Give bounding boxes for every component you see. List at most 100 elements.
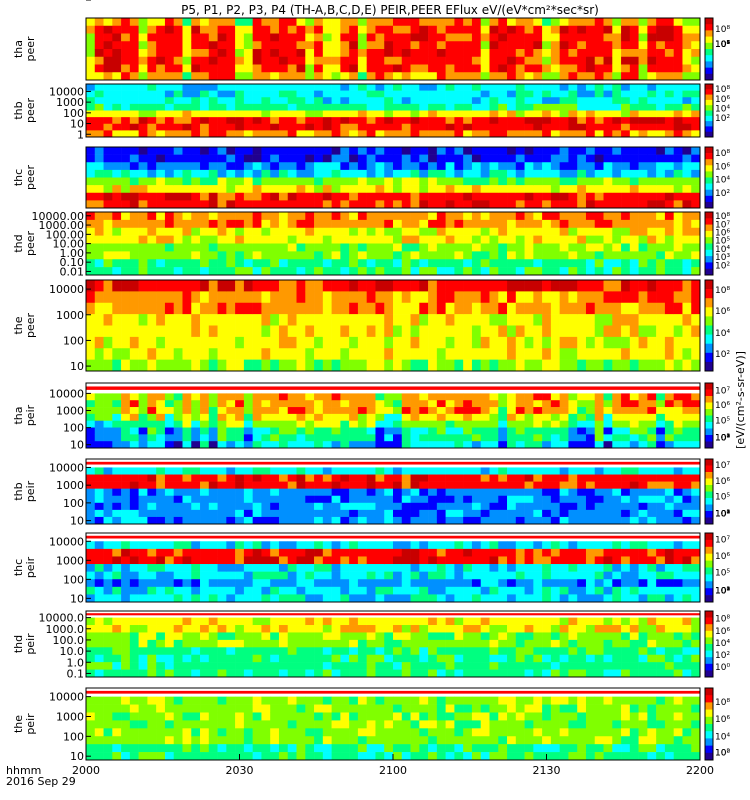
panel-frame bbox=[85, 279, 701, 372]
spectrogram-cell bbox=[436, 41, 446, 50]
spectrogram-cell bbox=[138, 662, 148, 670]
spectrogram-cell bbox=[243, 243, 253, 252]
colorbar-segment bbox=[705, 422, 713, 429]
spectrogram-cell bbox=[515, 502, 525, 511]
spectrogram-cell bbox=[515, 579, 525, 588]
spectrogram-cell bbox=[305, 509, 315, 518]
spectrogram-cell bbox=[296, 227, 306, 236]
spectrogram-cell bbox=[252, 400, 262, 408]
spectrogram-cell bbox=[498, 291, 508, 304]
spectrogram-cell bbox=[226, 84, 236, 91]
spectrogram-cell bbox=[375, 97, 385, 105]
spectrogram-cell bbox=[638, 33, 648, 42]
spectrogram-cell bbox=[314, 647, 324, 656]
spectrogram-cell bbox=[182, 169, 192, 178]
spectrogram-cell bbox=[673, 25, 683, 34]
spectrogram-cell bbox=[507, 117, 517, 125]
spectrogram-cell bbox=[629, 571, 639, 580]
spectrogram-cell bbox=[673, 509, 683, 518]
spectrogram-cell bbox=[691, 130, 701, 138]
spectrogram-cell bbox=[112, 25, 122, 34]
spectrogram-cell bbox=[621, 243, 631, 252]
spectrogram-cell bbox=[340, 586, 350, 595]
spectrogram-cell bbox=[278, 420, 289, 428]
spectrogram-cell bbox=[603, 586, 613, 595]
spectrogram-cell bbox=[103, 541, 113, 550]
spectrogram-cell bbox=[621, 441, 631, 449]
spectrogram-cell bbox=[357, 280, 367, 292]
spectrogram-cell bbox=[375, 291, 385, 304]
spectrogram-cell bbox=[270, 495, 280, 504]
spectrogram-cell bbox=[217, 556, 227, 565]
spectrogram-cell bbox=[357, 117, 367, 125]
spectrogram-cell bbox=[270, 123, 280, 131]
spectrogram-cell bbox=[498, 18, 508, 27]
spectrogram-cell bbox=[182, 481, 192, 489]
spectrogram-cell bbox=[86, 41, 96, 50]
spectrogram-cell bbox=[559, 336, 569, 349]
spectrogram-cell bbox=[682, 564, 692, 572]
spectrogram-cell bbox=[305, 400, 315, 408]
spectrogram-cell bbox=[603, 200, 613, 209]
panel-label: thb bbox=[12, 101, 25, 119]
spectrogram-cell bbox=[489, 564, 499, 572]
spectrogram-cell bbox=[182, 325, 192, 338]
spectrogram-cell bbox=[638, 302, 648, 315]
spectrogram-cell bbox=[305, 147, 315, 155]
spectrogram-cell bbox=[349, 177, 359, 186]
spectrogram-cell bbox=[515, 427, 525, 435]
spectrogram-cell bbox=[629, 72, 639, 81]
spectrogram-cell bbox=[182, 400, 192, 408]
spectrogram-cell bbox=[173, 162, 183, 171]
spectrogram-cell bbox=[129, 407, 139, 415]
spectrogram-cell bbox=[278, 267, 289, 276]
spectrogram-cell bbox=[384, 235, 394, 244]
spectrogram-cell bbox=[217, 97, 227, 105]
spectrogram-cell bbox=[103, 400, 113, 408]
spectrogram-cell bbox=[393, 556, 403, 565]
spectrogram-cell bbox=[121, 25, 131, 34]
spectrogram-cell bbox=[507, 162, 517, 171]
spectrogram-cell bbox=[340, 291, 350, 304]
spectrogram-cell bbox=[322, 64, 332, 73]
spectrogram-cell bbox=[164, 548, 175, 557]
y-tick-label: 10000.00 bbox=[32, 210, 85, 223]
spectrogram-cell bbox=[445, 219, 455, 229]
colorbar-segment bbox=[705, 415, 713, 423]
spectrogram-cell bbox=[147, 41, 157, 50]
spectrogram-cell bbox=[393, 400, 403, 408]
spectrogram-cell bbox=[550, 169, 560, 178]
spectrogram-cell bbox=[454, 90, 464, 98]
spectrogram-cell bbox=[147, 177, 157, 186]
spectrogram-cell bbox=[217, 33, 227, 42]
spectrogram-cell bbox=[296, 291, 306, 304]
spectrogram-cell bbox=[533, 594, 543, 603]
spectrogram-cell bbox=[436, 280, 446, 292]
spectrogram-cell bbox=[208, 212, 218, 221]
spectrogram-cell bbox=[673, 162, 683, 171]
spectrogram-cell bbox=[322, 267, 332, 276]
spectrogram-cell bbox=[296, 669, 306, 678]
spectrogram-cell bbox=[393, 200, 403, 209]
spectrogram-cell bbox=[419, 41, 429, 50]
spectrogram-cell bbox=[200, 130, 210, 138]
spectrogram-cell bbox=[121, 302, 131, 315]
y-tick-label: 10 bbox=[70, 592, 84, 605]
spectrogram-cell bbox=[656, 302, 666, 315]
spectrogram-cell bbox=[173, 117, 183, 125]
spectrogram-cell bbox=[287, 336, 297, 349]
spectrogram-cell bbox=[270, 169, 280, 178]
spectrogram-cell bbox=[550, 267, 560, 276]
spectrogram-cell bbox=[86, 25, 96, 34]
spectrogram-cell bbox=[129, 647, 139, 656]
spectrogram-cell bbox=[270, 617, 280, 626]
spectrogram-cell bbox=[226, 669, 236, 678]
spectrogram-cell bbox=[375, 548, 385, 557]
spectrogram-cell bbox=[498, 579, 508, 588]
spectrogram-cell bbox=[384, 64, 394, 73]
spectrogram-cell bbox=[594, 280, 604, 292]
spectrogram-cell bbox=[305, 41, 315, 50]
spectrogram-cell bbox=[612, 110, 622, 118]
spectrogram-cell bbox=[243, 441, 253, 449]
